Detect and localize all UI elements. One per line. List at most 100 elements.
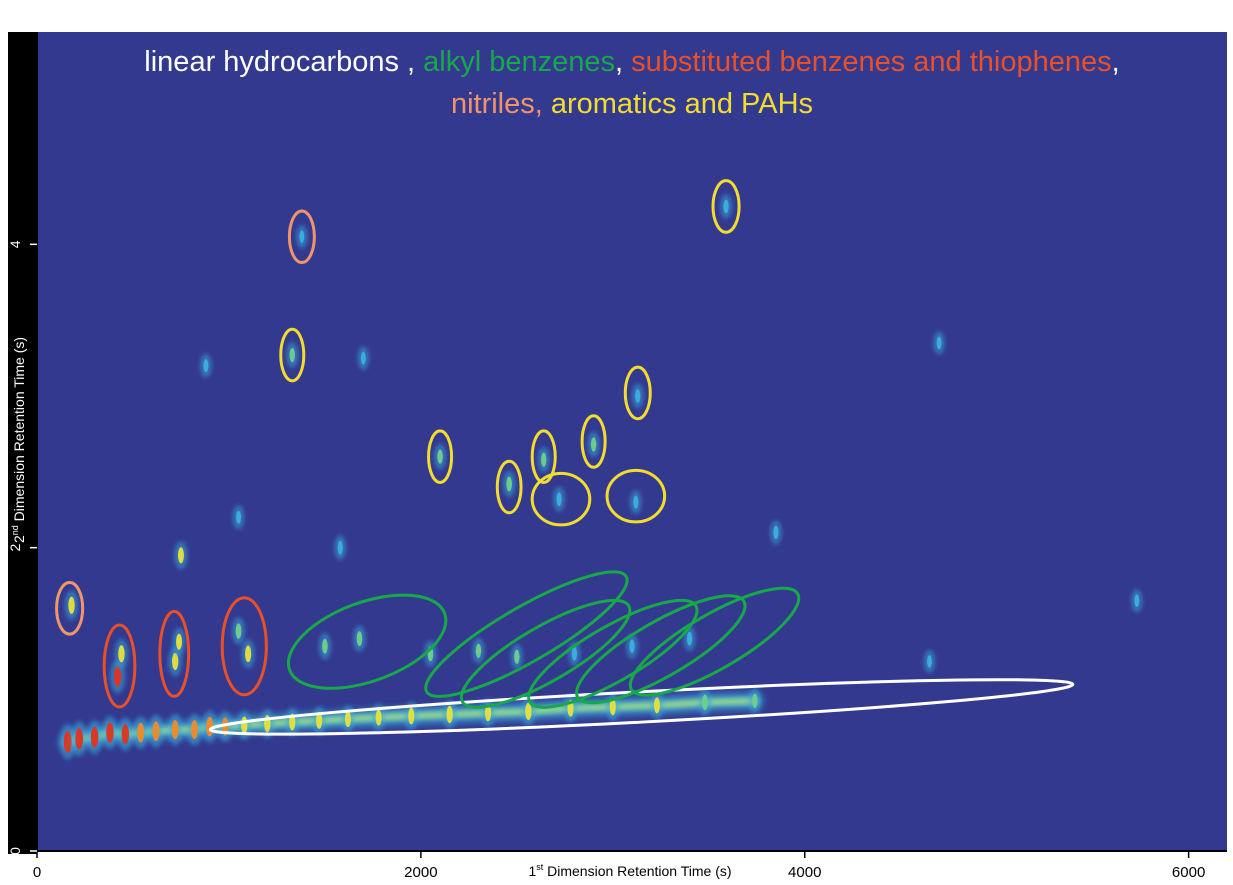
- peak-mark: [341, 705, 355, 734]
- peak-mark: [770, 520, 782, 545]
- peak-mark: [650, 691, 664, 720]
- region-ellipse-aromatics: [495, 459, 523, 515]
- peak-mark: [187, 713, 202, 746]
- region-ellipse-linear: [208, 678, 1075, 736]
- region-ellipse-nitriles: [287, 209, 316, 265]
- peak-mark: [630, 490, 642, 515]
- title-segment-substituted: substituted benzenes and thiophenes: [631, 46, 1112, 78]
- peak-mark: [748, 688, 761, 714]
- label-prefix: 1: [528, 863, 536, 879]
- region-ellipse-aromatics: [427, 429, 454, 484]
- title-segment-nitriles: nitriles,: [450, 88, 551, 120]
- peak-mark: [481, 698, 495, 728]
- peak-mark: [404, 701, 418, 731]
- x-tick-label: 4000: [788, 864, 821, 880]
- label-prefix: 2: [11, 535, 27, 543]
- region-ellipse-substituted: [220, 596, 268, 697]
- title-segment-linear: ,: [615, 46, 632, 78]
- peak-mark: [64, 590, 79, 621]
- peak-mark: [698, 688, 712, 716]
- peak-mark: [720, 194, 732, 219]
- region-ellipse-aromatics: [530, 429, 557, 484]
- peak-mark: [563, 694, 578, 723]
- label-rest: Dimension Retention Time (s): [543, 863, 731, 879]
- peak-mark: [285, 707, 299, 737]
- peak-mark: [86, 720, 103, 755]
- ticks: 0 2000 4000 6000 0 2 4: [7, 240, 1205, 881]
- label-sup: nd: [10, 525, 20, 535]
- region-ellipse-alkyl: [459, 598, 632, 709]
- x-tick-label: 2000: [404, 864, 437, 880]
- y-tick-label: 0: [7, 847, 23, 855]
- peak-mark: [232, 505, 245, 530]
- peak-mark: [172, 627, 186, 656]
- peak-mark: [114, 639, 129, 669]
- peak-mark: [631, 383, 644, 409]
- peak-mark: [174, 541, 188, 570]
- label-rest: Dimension Retention Time (s): [11, 337, 27, 525]
- peak-mark: [626, 633, 638, 659]
- region-ellipse-substituted: [102, 623, 137, 709]
- label-sup: st: [536, 862, 544, 872]
- region-ellipse-nitriles: [55, 581, 85, 636]
- peak-mark: [510, 644, 523, 670]
- peak-mark: [472, 638, 485, 664]
- region-ellipse-aromatics: [580, 414, 607, 469]
- x-axis-label: 1st Dimension Retention Time (s): [528, 862, 731, 879]
- peak-mark: [933, 331, 945, 355]
- peak-mark: [286, 342, 299, 368]
- peak-mark: [502, 470, 516, 498]
- peak-mark: [318, 633, 332, 660]
- peak-mark: [167, 713, 183, 746]
- region-ellipse-aromatics: [711, 179, 741, 234]
- axes: [8, 32, 1227, 854]
- peak-mark: [1131, 589, 1143, 613]
- peak-mark: [241, 639, 255, 669]
- peak-mark: [71, 721, 88, 757]
- title-segment-linear: linear hydrocarbons ,: [144, 46, 424, 78]
- region-ellipse-alkyl: [286, 593, 448, 690]
- peak-mark: [334, 535, 347, 561]
- region-ellipse-alkyl: [527, 598, 699, 709]
- region-ellipse-aromatics: [605, 468, 667, 524]
- y-axis-label: 2nd Dimension Retention Time (s): [10, 337, 27, 543]
- peak-mark: [296, 225, 308, 249]
- region-ellipse-alkyl: [575, 594, 747, 705]
- left-frame-bar: [8, 32, 37, 854]
- title-segment-aromatics: aromatics and PAHs: [550, 88, 814, 120]
- region-ellipse-alkyl: [628, 586, 801, 697]
- peaks-layer: [59, 194, 1143, 760]
- x-tick-label: 6000: [1172, 864, 1205, 880]
- peak-mark: [102, 715, 118, 750]
- peak-mark: [133, 716, 149, 750]
- peak-mark: [442, 699, 457, 730]
- region-ellipse-aromatics: [623, 365, 652, 421]
- x-tick-label: 0: [33, 864, 41, 880]
- compound-regions: [55, 179, 1075, 736]
- peak-mark: [537, 446, 550, 473]
- title-line-1: linear hydrocarbons , alkyl benzenes, su…: [37, 46, 1227, 79]
- peak-mark: [372, 703, 386, 732]
- peak-mark: [148, 714, 164, 748]
- peak-mark: [587, 431, 600, 458]
- peak-mark: [553, 486, 565, 512]
- peak-mark: [202, 710, 218, 744]
- region-ellipse-aromatics: [530, 471, 592, 527]
- peak-mark: [357, 346, 369, 370]
- peak-mark: [200, 353, 212, 378]
- title-segment-alkyl: alkyl benzenes: [423, 46, 616, 78]
- peak-mark: [434, 443, 447, 470]
- y-tick-label: 2: [7, 544, 23, 552]
- peak-mark: [312, 706, 326, 735]
- peak-mark: [59, 723, 76, 760]
- peak-mark: [117, 717, 133, 752]
- region-ellipse-aromatics: [279, 327, 306, 383]
- region-ellipse-alkyl: [424, 570, 629, 698]
- peak-mark: [237, 710, 252, 740]
- y-tick-label: 4: [7, 240, 23, 248]
- title-segment-linear: ,: [1111, 46, 1120, 78]
- title-line-2: nitriles, aromatics and PAHs: [37, 88, 1227, 121]
- peak-mark: [923, 649, 936, 674]
